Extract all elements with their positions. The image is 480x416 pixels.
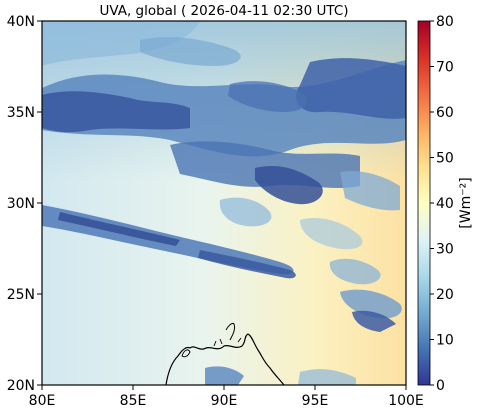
colorbar-tick-80: 80: [436, 14, 454, 30]
coastline: [165, 333, 285, 385]
lon-axis: 80E 85E 90E 95E 100E: [29, 385, 424, 409]
colorbar-tick-60: 60: [436, 105, 454, 121]
colorbar-ticks: [430, 20, 434, 386]
lat-label-25n: 25N: [7, 287, 35, 303]
map-panel: [42, 21, 406, 385]
colorbar-tick-30: 30: [436, 242, 454, 258]
lon-label-80e: 80E: [29, 393, 56, 409]
lon-label-100e: 100E: [388, 393, 424, 409]
colorbar: 0 10 20 30 40 50 60 70 80 [Wm⁻²]: [417, 14, 474, 394]
colorbar-tick-70: 70: [436, 60, 454, 76]
lon-label-90e: 90E: [211, 393, 238, 409]
colorbar-tick-20: 20: [436, 287, 454, 303]
lon-label-85e: 85E: [120, 393, 147, 409]
colorbar-tick-10: 10: [436, 333, 454, 349]
colorbar-label: [Wm⁻²]: [458, 177, 474, 228]
colorbar-tick-50: 50: [436, 151, 454, 167]
lat-label-30n: 30N: [7, 196, 35, 212]
lat-axis: 40N 35N 30N 25N 20N: [7, 14, 42, 394]
map-title: UVA, global ( 2026-04-11 02:30 UTC): [99, 3, 348, 19]
colorbar-gradient: [417, 20, 431, 386]
colorbar-tick-0: 0: [436, 378, 445, 394]
coastline-island: [181, 349, 191, 358]
colorbar-tick-40: 40: [436, 196, 454, 212]
coastline-detail: [213, 337, 242, 347]
lat-label-20n: 20N: [7, 378, 35, 394]
coastline-inlet: [225, 323, 235, 341]
lat-label-40n: 40N: [7, 14, 35, 30]
lat-label-35n: 35N: [7, 105, 35, 121]
lon-label-95e: 95E: [302, 393, 329, 409]
cloud-cover-pattern: [42, 21, 406, 385]
